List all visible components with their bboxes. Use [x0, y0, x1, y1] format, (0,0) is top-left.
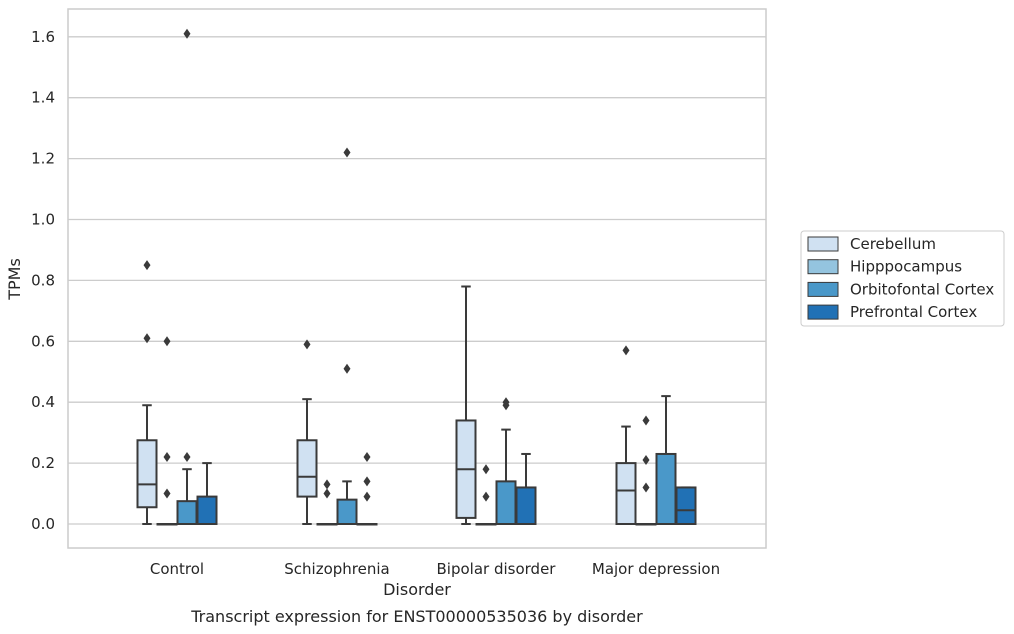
box-group [495, 397, 517, 525]
outlier-point [363, 491, 371, 502]
outlier-point [482, 491, 490, 502]
box-group [336, 147, 358, 526]
box-group [615, 345, 637, 526]
y-axis-label: TPMs [5, 258, 24, 301]
legend-frame [800, 230, 1005, 327]
legend-swatch [807, 281, 839, 297]
box [675, 486, 697, 525]
grid-lines [68, 36, 766, 525]
box-group [356, 452, 378, 526]
y-tick-label: 0.6 [31, 332, 55, 350]
y-tick-label: 0.2 [31, 454, 55, 472]
box-plot-boxes [136, 28, 697, 526]
outlier-point [183, 452, 191, 463]
outlier-point [143, 260, 151, 271]
legend-label: Orbitofontal Cortex [850, 280, 994, 298]
outlier-point [482, 464, 490, 475]
box-group [515, 452, 537, 525]
y-tick-label: 1.4 [31, 89, 55, 107]
legend-label: Cerebellum [850, 235, 936, 253]
outlier-point [163, 488, 171, 499]
y-tick-labels: 0.0 0.2 0.4 0.6 0.8 1.0 1.2 1.4 1.6 [31, 28, 55, 533]
box [615, 462, 637, 526]
y-tick-label: 1.6 [31, 28, 55, 46]
box [136, 439, 158, 509]
box-group [635, 415, 657, 526]
box [336, 498, 358, 526]
plot-frame [67, 8, 767, 549]
outlier-point [323, 488, 331, 499]
y-tick-label: 0.8 [31, 271, 55, 289]
box-group [156, 336, 178, 526]
outlier-point [363, 476, 371, 487]
legend-swatch [807, 236, 839, 252]
box [296, 439, 318, 498]
box-group [675, 486, 697, 525]
outlier-point [343, 363, 351, 374]
y-tick-label: 1.2 [31, 150, 55, 168]
x-axis-label: Disorder [383, 580, 451, 599]
outlier-point [642, 455, 650, 466]
box [655, 452, 677, 525]
y-tick-label: 0.0 [31, 515, 55, 533]
outlier-point [502, 397, 510, 408]
box [196, 495, 218, 526]
outlier-point [642, 415, 650, 426]
x-tick-label: Bipolar disorder [437, 560, 557, 578]
box-group [655, 395, 677, 525]
outlier-point [183, 28, 191, 39]
legend-label: Hipppocampus [850, 258, 962, 276]
y-tick-label: 1.0 [31, 211, 55, 229]
outlier-point [642, 482, 650, 493]
box-group [316, 479, 338, 526]
outlier-point [343, 147, 351, 158]
box-group [136, 260, 158, 525]
x-tick-labels: Control Schizophrenia Bipolar disorder Majo… [150, 560, 720, 578]
box-group [176, 28, 198, 526]
legend-swatch [807, 304, 839, 320]
y-tick-label: 0.4 [31, 393, 55, 411]
box [176, 500, 198, 526]
x-tick-label: Schizophrenia [284, 560, 389, 578]
legend: Cerebellum Hipppocampus Orbitofontal Corte… [800, 230, 1005, 327]
x-tick-label: Control [150, 560, 204, 578]
box [515, 486, 537, 525]
box-group [475, 464, 497, 526]
box-group [196, 462, 218, 526]
legend-swatch [807, 259, 839, 275]
box-group [296, 339, 318, 525]
outlier-point [163, 452, 171, 463]
outlier-point [163, 336, 171, 347]
chart-caption: Transcript expression for ENST0000053503… [190, 607, 643, 626]
legend-label: Prefrontal Cortex [850, 303, 977, 321]
box-group [455, 285, 477, 525]
outlier-point [622, 345, 630, 356]
x-tick-label: Major depression [592, 560, 720, 578]
outlier-point [323, 479, 331, 490]
outlier-point [143, 333, 151, 344]
outlier-point [363, 452, 371, 463]
box [495, 480, 517, 525]
outlier-point [303, 339, 311, 350]
